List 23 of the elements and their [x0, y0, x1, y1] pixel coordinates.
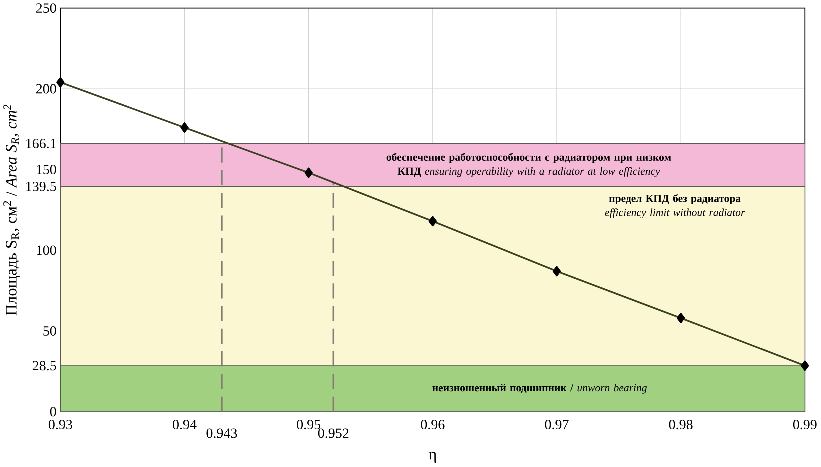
band-label: неизношенный подшипник / unworn bearing: [432, 384, 647, 394]
y-tick-label: 166.1: [26, 139, 56, 149]
x-tick-label: 0.97: [545, 420, 569, 430]
ref-line-label: 0.943: [206, 428, 238, 438]
x-tick-label: 0.95: [297, 420, 321, 430]
x-tick-label: 0.93: [48, 420, 72, 430]
x-tick-label: 0.96: [421, 420, 445, 430]
y-tick-label: 139.5: [26, 182, 56, 192]
x-tick-label: 0.94: [173, 420, 197, 430]
x-tick-label: 0.98: [669, 420, 693, 430]
band-label: предел КПД без радиатора efficiency limit without radiator: [605, 194, 746, 219]
band-label: обеспечение работоспособности с радиатором при низком КПД ensuring operability with a radiator at low efficiency: [386, 153, 672, 178]
y-tick-label: 100: [37, 246, 56, 256]
y-tick-label: 50: [44, 326, 56, 336]
y-tick-label: 150: [37, 165, 56, 175]
ref-line-label: 0.952: [318, 428, 349, 438]
text: Площадь S$_{R}$, см$^{2}$ / Area S$_{R}$, cm$^{2}$: [4, 105, 20, 316]
y-tick-label: 200: [36, 84, 56, 94]
x-axis-title: η: [428, 452, 436, 464]
y-tick-label: 250: [36, 4, 56, 14]
x-tick-label: 0.99: [793, 420, 817, 430]
y-tick-label: 28.5: [32, 361, 56, 371]
y-tick-label: 0: [50, 407, 56, 417]
